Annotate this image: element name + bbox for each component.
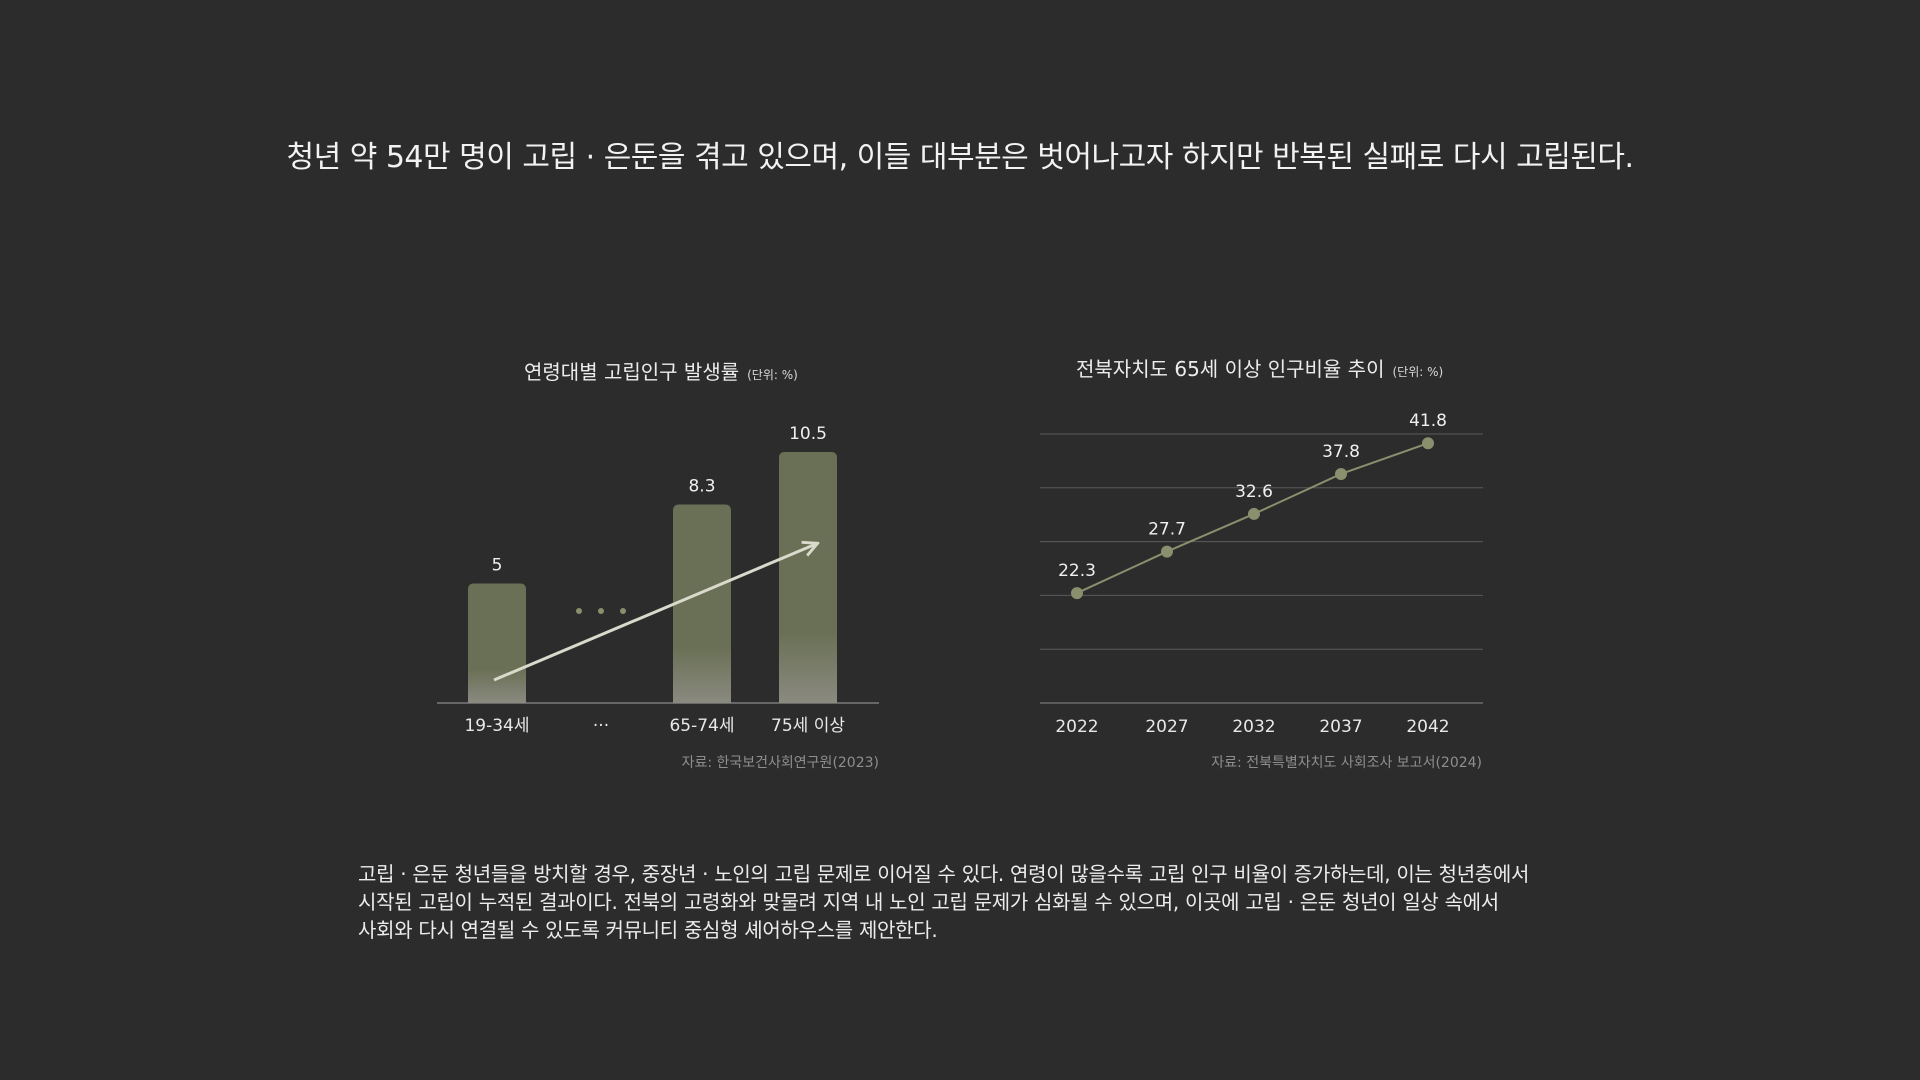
line-chart-title-text: 전북자치도 65세 이상 인구비율 추이	[1076, 357, 1385, 381]
data-point	[1422, 437, 1434, 450]
x-tick-label: 2037	[1319, 717, 1362, 737]
bar-chart-title-text: 연령대별 고립인구 발생률	[524, 360, 740, 384]
body-paragraph: 고립 · 은둔 청년들을 방치할 경우, 중장년 · 노인의 고립 문제로 이어…	[358, 860, 1578, 944]
bar-category-label: ···	[593, 716, 609, 736]
x-tick-label: 2022	[1055, 717, 1098, 737]
bar-category-label: 19-34세	[464, 716, 529, 736]
bar	[779, 451, 837, 703]
data-point	[1161, 545, 1173, 558]
bar-value-label: 5	[492, 555, 503, 575]
data-point	[1248, 507, 1260, 520]
x-tick-label: 2032	[1232, 717, 1275, 737]
point-value-label: 32.6	[1235, 482, 1273, 502]
point-value-label: 22.3	[1058, 561, 1096, 581]
headline: 청년 약 54만 명이 고립 · 은둔을 겪고 있으며, 이들 대부분은 벗어나…	[286, 140, 1634, 175]
bar	[673, 504, 731, 703]
bar-value-label: 10.5	[789, 424, 827, 444]
ellipsis-dot	[598, 608, 604, 614]
series-line	[1076, 442, 1429, 595]
bar-category-label: 65-74세	[669, 716, 734, 736]
data-point	[1335, 467, 1347, 480]
body-line: 시작된 고립이 누적된 결과이다. 전북의 고령화와 맞물려 지역 내 노인 고…	[358, 890, 1499, 914]
x-tick-label: 2027	[1145, 717, 1188, 737]
body-line: 고립 · 은둔 청년들을 방치할 경우, 중장년 · 노인의 고립 문제로 이어…	[358, 862, 1530, 886]
bar-chart-title: 연령대별 고립인구 발생률 (단위: %)	[524, 356, 798, 385]
trend-arrow	[493, 544, 816, 682]
ellipsis-dot	[620, 608, 626, 614]
point-value-label: 37.8	[1322, 442, 1360, 462]
line-chart-unit: (단위: %)	[1392, 365, 1444, 379]
bar-category-label: 75세 이상	[771, 716, 845, 736]
x-tick-label: 2042	[1406, 717, 1449, 737]
bar-chart-unit: (단위: %)	[747, 368, 798, 382]
bar-value-label: 8.3	[688, 477, 715, 497]
bar-chart-source: 자료: 한국보건사회연구원(2023)	[681, 755, 879, 771]
body-line: 사회와 다시 연결될 수 있도록 커뮤니티 중심형 셰어하우스를 제안한다.	[358, 918, 938, 942]
data-point	[1071, 587, 1083, 600]
bar	[468, 583, 526, 703]
point-value-label: 41.8	[1409, 411, 1447, 431]
point-value-label: 27.7	[1148, 520, 1186, 540]
line-chart-title: 전북자치도 65세 이상 인구비율 추이 (단위: %)	[1076, 353, 1443, 382]
line-chart-source: 자료: 전북특별자치도 사회조사 보고서(2024)	[1211, 755, 1482, 771]
ellipsis-dot	[576, 608, 582, 614]
